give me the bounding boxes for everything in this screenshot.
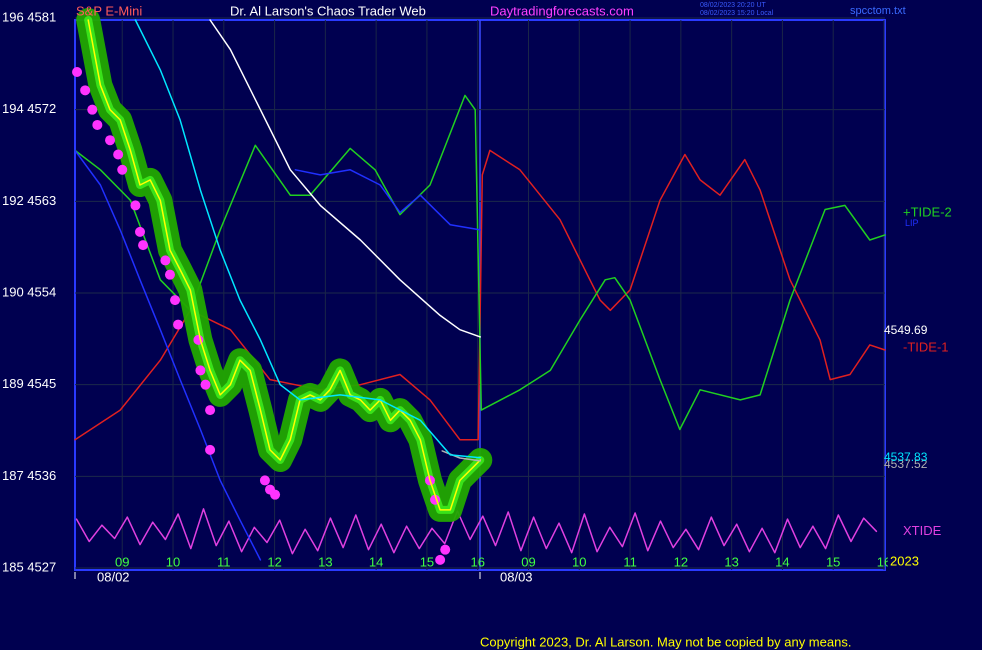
x-tick-label: 11	[623, 554, 637, 569]
signal-dot	[113, 149, 124, 160]
end-value-label: 4549.69	[884, 323, 928, 337]
x-tick-label: 10	[572, 554, 586, 569]
x-tick-label: 16	[470, 554, 484, 569]
y-tick-label: 196 4581	[2, 9, 56, 24]
x-tick-label: 10	[166, 554, 180, 569]
signal-dot	[105, 135, 116, 146]
signal-dot	[138, 240, 149, 251]
signal-dot	[160, 255, 171, 266]
series-line	[74, 94, 886, 431]
x-tick-label: 14	[775, 554, 789, 569]
series-label: XTIDE	[903, 523, 942, 538]
signal-dot	[87, 104, 98, 115]
copyright: Copyright 2023, Dr. Al Larson. May not b…	[480, 634, 851, 649]
year-label: 2023	[890, 553, 919, 568]
series-line	[87, 19, 482, 511]
x-tick-label: 09	[115, 554, 129, 569]
signal-dot	[117, 164, 128, 175]
timestamp: 08/02/2023 15:20 Local	[700, 10, 774, 17]
website: Daytradingforecasts.com	[490, 3, 634, 18]
x-tick-label: 12	[674, 554, 688, 569]
y-tick-label: 192 4563	[2, 193, 56, 208]
signal-dot	[173, 319, 184, 330]
x-tick-label: 09	[521, 554, 535, 569]
series-line	[134, 19, 482, 459]
x-tick-label: 13	[724, 554, 738, 569]
date-label: 08/02	[97, 569, 130, 584]
signal-dot	[205, 444, 216, 455]
x-tick-label: 12	[267, 554, 281, 569]
signal-dot	[259, 475, 270, 486]
y-tick-label: 187 4536	[2, 468, 56, 483]
signal-dot	[270, 489, 281, 500]
year-background	[888, 555, 924, 569]
signal-dot	[440, 544, 451, 555]
y-tick-label: 190 4554	[2, 284, 56, 299]
series-label: -TIDE-1	[903, 339, 949, 354]
x-tick-label: 15	[420, 554, 434, 569]
x-tick-label: 14	[369, 554, 383, 569]
labels: S&P E-Mini Dr. Al Larson's Chaos Trader …	[2, 2, 952, 650]
x-tick-label: 11	[217, 554, 231, 569]
plot	[72, 8, 886, 565]
x-tick-label: 13	[318, 554, 332, 569]
signal-dot	[205, 405, 216, 416]
signal-dot	[72, 66, 83, 77]
y-tick-label: 185 4527	[2, 559, 56, 574]
instrument: S&P E-Mini	[76, 3, 142, 18]
end-value-label: 4537.52	[884, 457, 928, 471]
file-name: spcctom.txt	[850, 5, 906, 17]
x-tick-label: 16	[877, 554, 891, 569]
grid	[75, 17, 885, 570]
y-tick-label: 189 4545	[2, 376, 56, 391]
series-line	[209, 19, 482, 338]
signal-dot	[195, 365, 206, 376]
signal-dot	[92, 119, 103, 130]
signal-dot	[80, 85, 91, 96]
signal-dot	[200, 379, 211, 390]
series-label: +TIDE-2	[903, 204, 952, 219]
signal-dot	[130, 200, 141, 211]
signal-dot	[135, 226, 146, 237]
signal-dot	[170, 295, 181, 306]
y-tick-label: 194 4572	[2, 101, 56, 116]
signal-dot	[164, 269, 175, 280]
series-line	[294, 169, 482, 231]
end-value-label: 4537.83	[884, 450, 928, 464]
date-label: 08/03	[500, 569, 533, 584]
x-tick-label: 15	[826, 554, 840, 569]
timestamp: 08/02/2023 20:20 UT	[700, 2, 766, 9]
chart-title: Dr. Al Larson's Chaos Trader Web	[230, 3, 426, 18]
series-label: LIP	[905, 218, 919, 228]
series-line	[75, 508, 878, 555]
series-line	[74, 149, 262, 561]
signal-dot	[435, 554, 446, 565]
